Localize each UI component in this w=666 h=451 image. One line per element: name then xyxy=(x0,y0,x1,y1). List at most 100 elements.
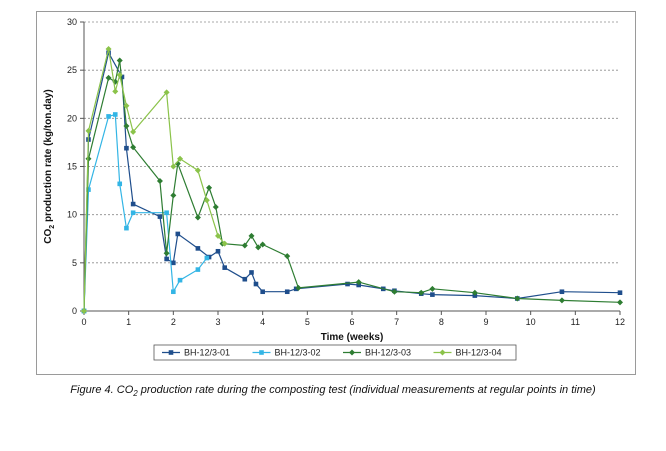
data-point-3-28 xyxy=(617,299,623,306)
data-point-3-9 xyxy=(170,192,177,199)
data-point-2-11 xyxy=(204,255,210,261)
x-tick-label-12: 12 xyxy=(615,317,625,327)
data-point-4-8 xyxy=(170,163,177,170)
x-tick-label-8: 8 xyxy=(439,317,444,327)
data-point-3-15 xyxy=(241,242,248,249)
legend-box xyxy=(153,344,517,361)
data-point-1-16 xyxy=(253,281,259,287)
data-point-3-23 xyxy=(418,289,425,296)
data-point-1-20 xyxy=(345,281,350,287)
data-point-3-25 xyxy=(471,289,478,296)
data-point-2-1 xyxy=(86,187,91,192)
data-point-3-26 xyxy=(514,295,521,302)
data-point-3-16 xyxy=(248,232,255,239)
data-point-2-5 xyxy=(124,225,129,231)
x-tick-label-4: 4 xyxy=(260,317,265,327)
data-point-4-0 xyxy=(81,308,87,314)
data-point-1-4 xyxy=(124,145,129,151)
data-point-1-25 xyxy=(430,292,435,297)
y-axis-title: CO2 production rate (kg/ton.day) xyxy=(43,89,56,243)
data-point-3-22 xyxy=(391,288,398,295)
data-point-2-4 xyxy=(117,181,123,187)
data-point-3-18 xyxy=(259,241,266,248)
data-point-3-19 xyxy=(284,253,291,260)
series-lines xyxy=(81,45,623,314)
legend-label-3: BH-12/3-03 xyxy=(365,348,411,358)
data-point-1-15 xyxy=(249,270,254,275)
legend-label-1: BH-12/3-01 xyxy=(184,348,230,358)
series-line-1 xyxy=(83,51,621,312)
y-tick-label-15: 15 xyxy=(67,162,77,172)
data-point-3-8 xyxy=(163,250,170,257)
x-tick-label-9: 9 xyxy=(483,317,488,327)
data-point-2-8 xyxy=(171,289,176,295)
data-point-4-9 xyxy=(177,155,184,162)
data-point-3-7 xyxy=(156,177,163,184)
data-point-1-13 xyxy=(222,265,227,270)
data-point-2-9 xyxy=(177,277,183,283)
data-point-4-12 xyxy=(215,232,221,239)
x-tick-label-10: 10 xyxy=(526,317,536,327)
figure-caption: Figure 4. CO2 production rate during the… xyxy=(70,384,596,399)
data-point-3-2 xyxy=(105,74,112,81)
series-1 xyxy=(81,50,623,314)
data-point-1-18 xyxy=(284,289,290,295)
data-point-3-12 xyxy=(206,184,213,191)
legend-marker-1 xyxy=(168,350,174,355)
data-point-3-21 xyxy=(355,279,362,286)
axes xyxy=(80,21,621,315)
chart-frame: 0 5 10 15 20 25 30 0 1 2 3 4 5 6 7 8 9 10 11 12 Time (weeks… xyxy=(36,11,636,375)
data-point-1-12 xyxy=(215,248,221,254)
data-point-3-27 xyxy=(558,297,565,304)
y-tick-label-5: 5 xyxy=(72,258,77,268)
legend: BH-12/3-01 BH-12/3-02 BH-12/3-03 BH-12/3-04 xyxy=(153,344,517,361)
series-line-4 xyxy=(83,48,226,312)
data-point-1-14 xyxy=(242,276,248,282)
data-point-1-6 xyxy=(157,214,163,219)
data-point-3-20 xyxy=(295,284,302,291)
data-point-3-6 xyxy=(130,144,137,151)
y-tick-label-25: 25 xyxy=(67,65,77,75)
data-point-3-4 xyxy=(116,57,123,64)
data-point-2-6 xyxy=(130,210,136,216)
grid-lines xyxy=(84,21,620,264)
x-tick-label-2: 2 xyxy=(171,317,176,327)
y-tick-label-0: 0 xyxy=(72,306,77,316)
series-line-2 xyxy=(83,113,208,312)
data-point-2-3 xyxy=(112,112,118,117)
y-tick-label-10: 10 xyxy=(67,210,77,220)
legend-label-2: BH-12/3-02 xyxy=(275,348,321,358)
data-point-4-10 xyxy=(194,167,201,174)
data-point-4-13 xyxy=(221,240,228,247)
data-point-4-6 xyxy=(130,128,137,135)
data-point-4-3 xyxy=(112,88,119,95)
data-point-2-2 xyxy=(106,114,111,119)
data-point-4-4 xyxy=(116,71,123,78)
x-tick-label-1: 1 xyxy=(126,317,131,327)
data-point-1-9 xyxy=(175,231,181,237)
x-tick-label-3: 3 xyxy=(215,317,220,327)
x-tick-label-7: 7 xyxy=(394,317,399,327)
data-point-1-5 xyxy=(130,201,136,207)
data-point-3-1 xyxy=(85,155,92,162)
series-line-3 xyxy=(83,60,621,312)
series-2 xyxy=(81,112,210,314)
data-point-4-11 xyxy=(203,197,210,204)
x-axis-title: Time (weeks) xyxy=(321,332,384,343)
data-point-3-24 xyxy=(429,285,436,292)
data-point-1-28 xyxy=(559,289,565,295)
data-point-1-10 xyxy=(195,246,201,251)
data-point-1-19 xyxy=(293,286,299,292)
x-tick-label-5: 5 xyxy=(305,317,310,327)
data-point-3-10 xyxy=(174,160,181,167)
x-tick-label-6: 6 xyxy=(349,317,354,327)
data-point-2-10 xyxy=(195,267,201,272)
legend-label-4: BH-12/3-04 xyxy=(456,348,502,358)
data-point-3-5 xyxy=(123,123,130,130)
legend-marker-3 xyxy=(349,349,355,356)
data-point-2-7 xyxy=(164,210,169,216)
data-point-4-7 xyxy=(163,89,170,96)
data-point-1-2 xyxy=(106,50,111,56)
data-point-3-11 xyxy=(194,214,201,221)
